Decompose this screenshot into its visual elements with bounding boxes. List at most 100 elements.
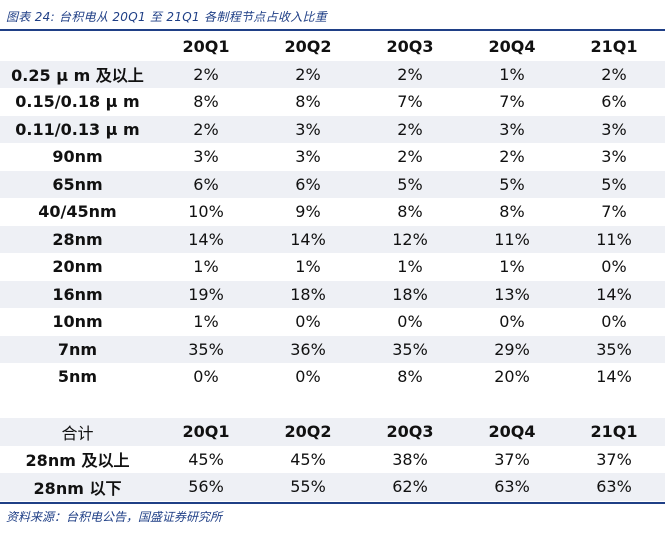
value-cell: 0% — [295, 367, 321, 387]
table-row: 0.25 μ m 及以上 2% 2% 2% 1% 2% — [0, 60, 665, 88]
value-cell: 6% — [257, 170, 359, 198]
row-label: 40/45nm — [38, 202, 117, 222]
table-row: 40/45nm 10% 9% 8% 8% 7% — [0, 198, 665, 226]
spacer-cell — [0, 391, 155, 419]
value-cell: 1% — [397, 257, 423, 277]
row-label: 20nm — [52, 257, 103, 277]
value-cell: 36% — [257, 335, 359, 363]
value-cell: 10% — [188, 202, 224, 222]
row-label: 10nm — [52, 312, 103, 332]
process-node-revenue-table: 20Q1 20Q2 20Q3 20Q4 21Q1 0.25 μ m 及以上 2% 2… — [0, 33, 665, 501]
table-row: 0.15/0.18 μ m 8% 8% 7% 7% 6% — [0, 88, 665, 116]
value-cell: 2% — [499, 147, 525, 167]
table-row: 5nm 0% 0% 8% 20% 14% — [0, 363, 665, 391]
value-cell: 38% — [392, 449, 428, 469]
row-label: 7nm — [0, 335, 155, 363]
value-cell: 1% — [461, 60, 563, 88]
column-header: 21Q1 — [590, 37, 638, 57]
value-cell: 0% — [601, 312, 627, 332]
bottom-rule — [0, 502, 665, 504]
value-cell: 3% — [295, 147, 321, 167]
value-cell: 14% — [155, 225, 257, 253]
row-label: 16nm — [0, 280, 155, 308]
table-row: 16nm 19% 18% 18% 13% 14% — [0, 280, 665, 308]
value-cell: 63% — [563, 473, 665, 501]
summary-header-row: 合计 20Q1 20Q2 20Q3 20Q4 21Q1 — [0, 418, 665, 446]
top-rule — [0, 29, 665, 31]
value-cell: 12% — [359, 225, 461, 253]
value-cell: 3% — [193, 147, 219, 167]
value-cell: 0% — [499, 312, 525, 332]
value-cell: 45% — [188, 449, 224, 469]
value-cell: 1% — [499, 257, 525, 277]
value-cell: 3% — [563, 115, 665, 143]
source-note: 资料来源：台积电公告，国盛证券研究所 — [6, 510, 223, 524]
row-label: 28nm — [0, 225, 155, 253]
value-cell: 7% — [499, 92, 525, 112]
value-cell: 20% — [494, 367, 530, 387]
value-cell: 2% — [155, 115, 257, 143]
column-header: 20Q2 — [257, 418, 359, 446]
table-row: 90nm 3% 3% 2% 2% 3% — [0, 143, 665, 171]
value-cell: 45% — [290, 449, 326, 469]
value-cell: 1% — [193, 312, 219, 332]
row-label: 0.11/0.13 μ m — [0, 115, 155, 143]
value-cell: 3% — [257, 115, 359, 143]
value-cell: 35% — [155, 335, 257, 363]
value-cell: 5% — [359, 170, 461, 198]
value-cell: 0% — [601, 257, 627, 277]
row-label: 0.15/0.18 μ m — [15, 92, 140, 112]
value-cell: 37% — [494, 449, 530, 469]
value-cell: 7% — [397, 92, 423, 112]
value-cell: 2% — [397, 147, 423, 167]
value-cell: 18% — [257, 280, 359, 308]
value-cell: 0% — [397, 312, 423, 332]
spacer-row — [0, 391, 665, 419]
table-row: 10nm 1% 0% 0% 0% 0% — [0, 308, 665, 336]
row-label: 90nm — [52, 147, 103, 167]
figure-caption: 图表 24: 台积电从 20Q1 至 21Q1 各制程节点占收入比重 — [6, 10, 328, 24]
column-header: 20Q3 — [359, 418, 461, 446]
value-cell: 1% — [193, 257, 219, 277]
row-label: 28nm 以下 — [0, 473, 155, 501]
row-label: 65nm — [0, 170, 155, 198]
value-cell: 8% — [397, 367, 423, 387]
column-header: 20Q4 — [488, 37, 536, 57]
table-row: 28nm 及以上 45% 45% 38% 37% 37% — [0, 446, 665, 474]
value-cell: 14% — [257, 225, 359, 253]
summary-rows: 28nm 及以上 45% 45% 38% 37% 37% 28nm 以下 56% 55% 62% 6… — [0, 446, 665, 501]
table-row: 28nm 以下 56% 55% 62% 63% 63% — [0, 473, 665, 501]
row-label: 5nm — [57, 367, 98, 387]
corner-cell — [0, 33, 155, 61]
value-cell: 13% — [461, 280, 563, 308]
value-cell: 9% — [295, 202, 321, 222]
value-cell: 0% — [295, 312, 321, 332]
value-cell: 2% — [359, 60, 461, 88]
node-rows: 0.25 μ m 及以上 2% 2% 2% 1% 2% 0.15/0.18 μ m 8% 8% 7… — [0, 60, 665, 391]
table-row: 65nm 6% 6% 5% 5% 5% — [0, 170, 665, 198]
column-header: 20Q1 — [155, 418, 257, 446]
value-cell: 5% — [461, 170, 563, 198]
value-cell: 55% — [257, 473, 359, 501]
value-cell: 8% — [499, 202, 525, 222]
value-cell: 5% — [563, 170, 665, 198]
value-cell: 1% — [295, 257, 321, 277]
value-cell: 37% — [596, 449, 632, 469]
table-row: 20nm 1% 1% 1% 1% 0% — [0, 253, 665, 281]
row-label: 0.25 μ m 及以上 — [0, 60, 155, 88]
value-cell: 11% — [461, 225, 563, 253]
value-cell: 8% — [193, 92, 219, 112]
value-cell: 63% — [461, 473, 563, 501]
value-cell: 14% — [563, 280, 665, 308]
value-cell: 0% — [193, 367, 219, 387]
value-cell: 7% — [601, 202, 627, 222]
value-cell: 29% — [461, 335, 563, 363]
summary-header-label: 合计 — [0, 418, 155, 446]
value-cell: 35% — [359, 335, 461, 363]
value-cell: 3% — [461, 115, 563, 143]
table-row: 0.11/0.13 μ m 2% 3% 2% 3% 3% — [0, 115, 665, 143]
value-cell: 35% — [563, 335, 665, 363]
value-cell: 2% — [155, 60, 257, 88]
value-cell: 8% — [397, 202, 423, 222]
value-cell: 6% — [155, 170, 257, 198]
